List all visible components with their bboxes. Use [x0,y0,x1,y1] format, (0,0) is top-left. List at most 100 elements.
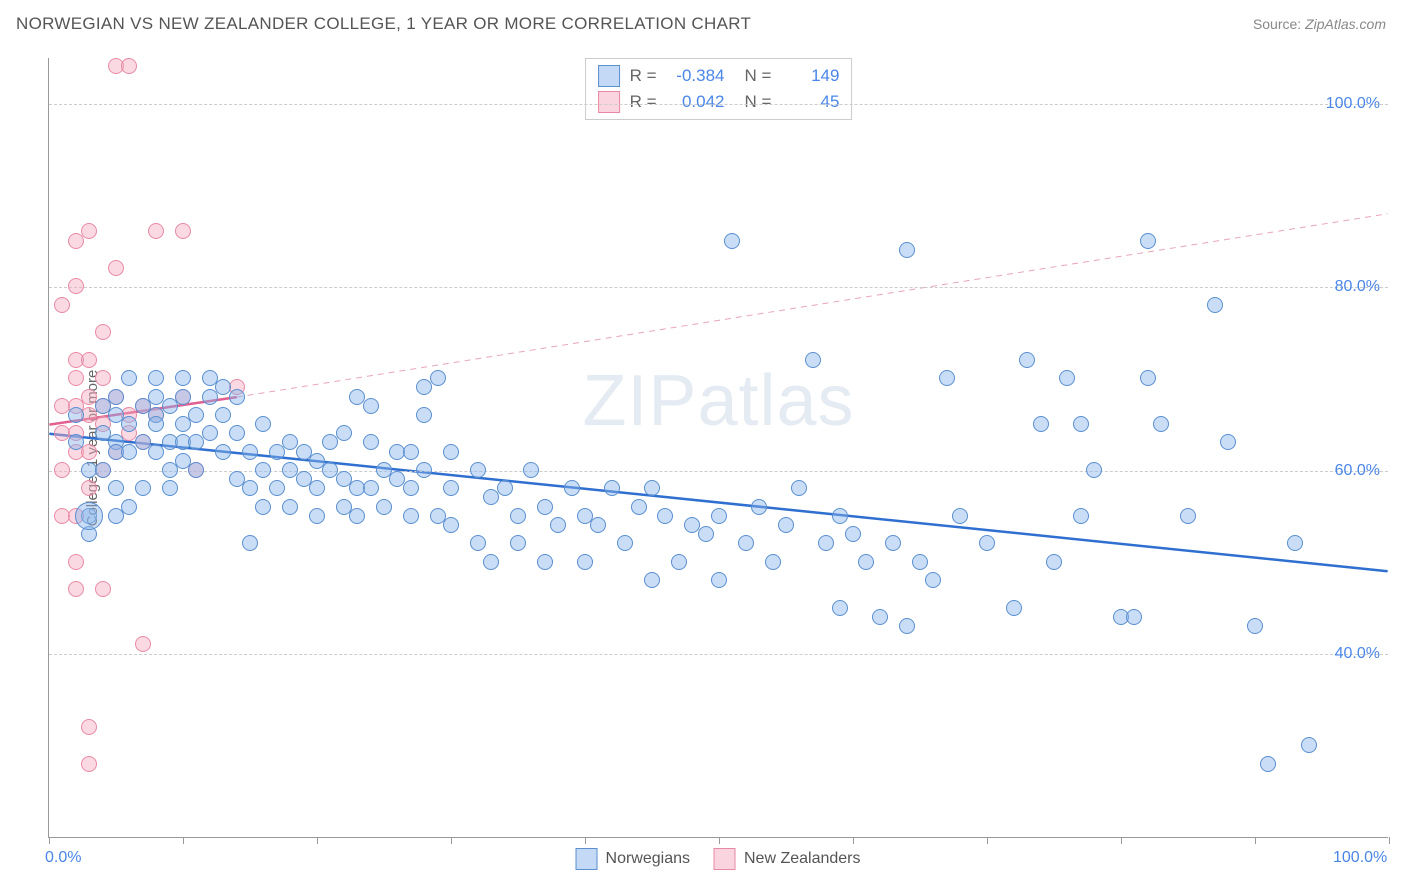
scatter-point [95,370,111,386]
scatter-point [899,618,915,634]
scatter-point [255,499,271,515]
x-tick [853,837,854,844]
r-value: -0.384 [669,66,725,86]
r-label: R = [630,92,657,112]
n-label: N = [745,66,772,86]
scatter-point [858,554,874,570]
scatter-point [1260,756,1276,772]
x-tick [585,837,586,844]
n-value: 45 [783,92,839,112]
scatter-point [1033,416,1049,432]
scatter-point [523,462,539,478]
scatter-point [738,535,754,551]
scatter-point [1019,352,1035,368]
scatter-point [1140,370,1156,386]
scatter-point [309,480,325,496]
scatter-point [791,480,807,496]
scatter-point [68,581,84,597]
scatter-point [1207,297,1223,313]
scatter-point [95,581,111,597]
scatter-point [885,535,901,551]
scatter-point [1086,462,1102,478]
scatter-point [443,444,459,460]
scatter-point [108,480,124,496]
x-tick [451,837,452,844]
legend-series-item: New Zealanders [714,848,861,870]
scatter-point [108,389,124,405]
legend-series-label: Norwegians [606,850,690,868]
scatter-point [121,416,137,432]
scatter-point [604,480,620,496]
scatter-point [309,508,325,524]
scatter-point [1059,370,1075,386]
gridline-h [49,471,1388,472]
scatter-point [577,554,593,570]
scatter-point [242,444,258,460]
r-value: 0.042 [669,92,725,112]
scatter-point [75,502,103,530]
scatter-point [1301,737,1317,753]
scatter-point [81,223,97,239]
scatter-point [470,535,486,551]
scatter-point [510,535,526,551]
scatter-point [778,517,794,533]
scatter-point [121,58,137,74]
y-tick-label: 80.0% [1335,278,1380,296]
scatter-point [363,434,379,450]
scatter-point [510,508,526,524]
x-tick [317,837,318,844]
chart-title: NORWEGIAN VS NEW ZEALANDER COLLEGE, 1 YE… [16,14,751,34]
r-label: R = [630,66,657,86]
scatter-point [175,223,191,239]
scatter-point [1073,416,1089,432]
scatter-point [363,398,379,414]
scatter-point [899,242,915,258]
scatter-point [349,508,365,524]
scatter-point [202,425,218,441]
scatter-point [818,535,834,551]
scatter-point [1073,508,1089,524]
scatter-point [1046,554,1062,570]
legend-series: Norwegians New Zealanders [576,848,861,870]
scatter-point [135,480,151,496]
scatter-point [872,609,888,625]
scatter-point [255,416,271,432]
scatter-point [832,600,848,616]
scatter-point [95,324,111,340]
scatter-point [1287,535,1303,551]
scatter-point [81,756,97,772]
scatter-point [751,499,767,515]
scatter-point [403,444,419,460]
scatter-point [644,572,660,588]
scatter-point [376,499,392,515]
scatter-point [95,462,111,478]
scatter-point [282,499,298,515]
x-tick [987,837,988,844]
scatter-point [657,508,673,524]
x-tick [183,837,184,844]
scatter-point [765,554,781,570]
scatter-point [54,462,70,478]
gridline-h [49,104,1388,105]
legend-correlation-row: R =-0.384N =149 [598,63,840,89]
gridline-h [49,654,1388,655]
scatter-point [121,499,137,515]
scatter-point [135,636,151,652]
scatter-point [590,517,606,533]
scatter-point [845,526,861,542]
scatter-point [711,572,727,588]
legend-swatch-icon [598,91,620,113]
chart: College, 1 year or more ZIPatlas R =-0.3… [48,58,1388,838]
scatter-point [403,480,419,496]
scatter-point [711,508,727,524]
scatter-point [1180,508,1196,524]
scatter-point [1220,434,1236,450]
scatter-point [68,554,84,570]
scatter-point [832,508,848,524]
source-label: Source: [1253,16,1301,32]
scatter-point [68,434,84,450]
x-tick [1121,837,1122,844]
scatter-point [162,480,178,496]
scatter-point [497,480,513,496]
source-value: ZipAtlas.com [1305,16,1386,32]
